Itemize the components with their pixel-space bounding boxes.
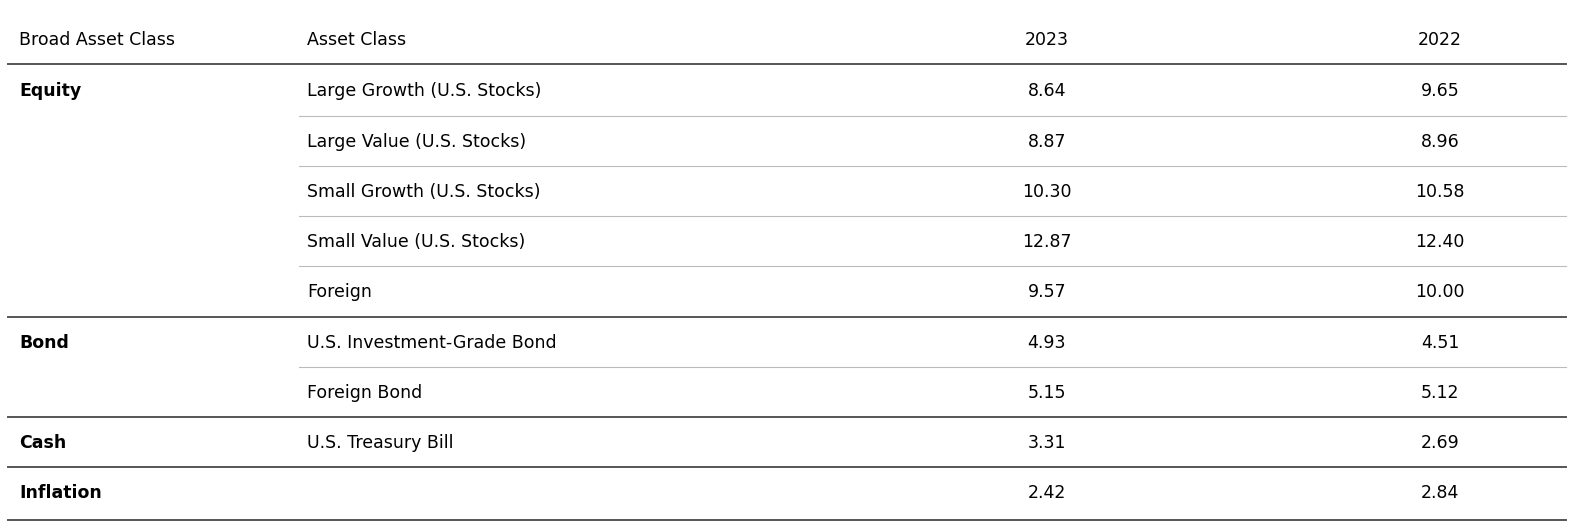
Text: 4.51: 4.51 [1421, 334, 1459, 352]
Text: 2.42: 2.42 [1028, 485, 1066, 502]
Text: Large Value (U.S. Stocks): Large Value (U.S. Stocks) [307, 132, 526, 151]
Text: 2022: 2022 [1418, 31, 1462, 49]
Text: 8.87: 8.87 [1028, 132, 1066, 151]
Text: Inflation: Inflation [19, 485, 102, 502]
Text: Large Growth (U.S. Stocks): Large Growth (U.S. Stocks) [307, 82, 541, 101]
Text: 5.15: 5.15 [1028, 384, 1066, 402]
Text: Equity: Equity [19, 82, 82, 101]
Text: 2.84: 2.84 [1421, 485, 1459, 502]
Text: 2023: 2023 [1025, 31, 1069, 49]
Text: Bond: Bond [19, 334, 69, 352]
Text: Broad Asset Class: Broad Asset Class [19, 31, 175, 49]
Text: 3.31: 3.31 [1028, 434, 1066, 452]
Text: 9.65: 9.65 [1421, 82, 1459, 101]
Text: 5.12: 5.12 [1421, 384, 1459, 402]
Text: U.S. Treasury Bill: U.S. Treasury Bill [307, 434, 453, 452]
Text: Cash: Cash [19, 434, 66, 452]
Text: Small Growth (U.S. Stocks): Small Growth (U.S. Stocks) [307, 183, 540, 201]
Text: 10.00: 10.00 [1415, 284, 1465, 302]
Text: U.S. Investment-Grade Bond: U.S. Investment-Grade Bond [307, 334, 557, 352]
Text: 8.64: 8.64 [1028, 82, 1066, 101]
Text: Foreign: Foreign [307, 284, 371, 302]
Text: Foreign Bond: Foreign Bond [307, 384, 422, 402]
Text: Small Value (U.S. Stocks): Small Value (U.S. Stocks) [307, 233, 526, 251]
Text: 8.96: 8.96 [1421, 132, 1459, 151]
Text: 12.40: 12.40 [1415, 233, 1465, 251]
Text: 10.30: 10.30 [1022, 183, 1072, 201]
Text: 2.69: 2.69 [1421, 434, 1459, 452]
Text: 4.93: 4.93 [1028, 334, 1066, 352]
Text: 9.57: 9.57 [1028, 284, 1066, 302]
Text: Asset Class: Asset Class [307, 31, 406, 49]
Text: 10.58: 10.58 [1415, 183, 1465, 201]
Text: 12.87: 12.87 [1022, 233, 1072, 251]
